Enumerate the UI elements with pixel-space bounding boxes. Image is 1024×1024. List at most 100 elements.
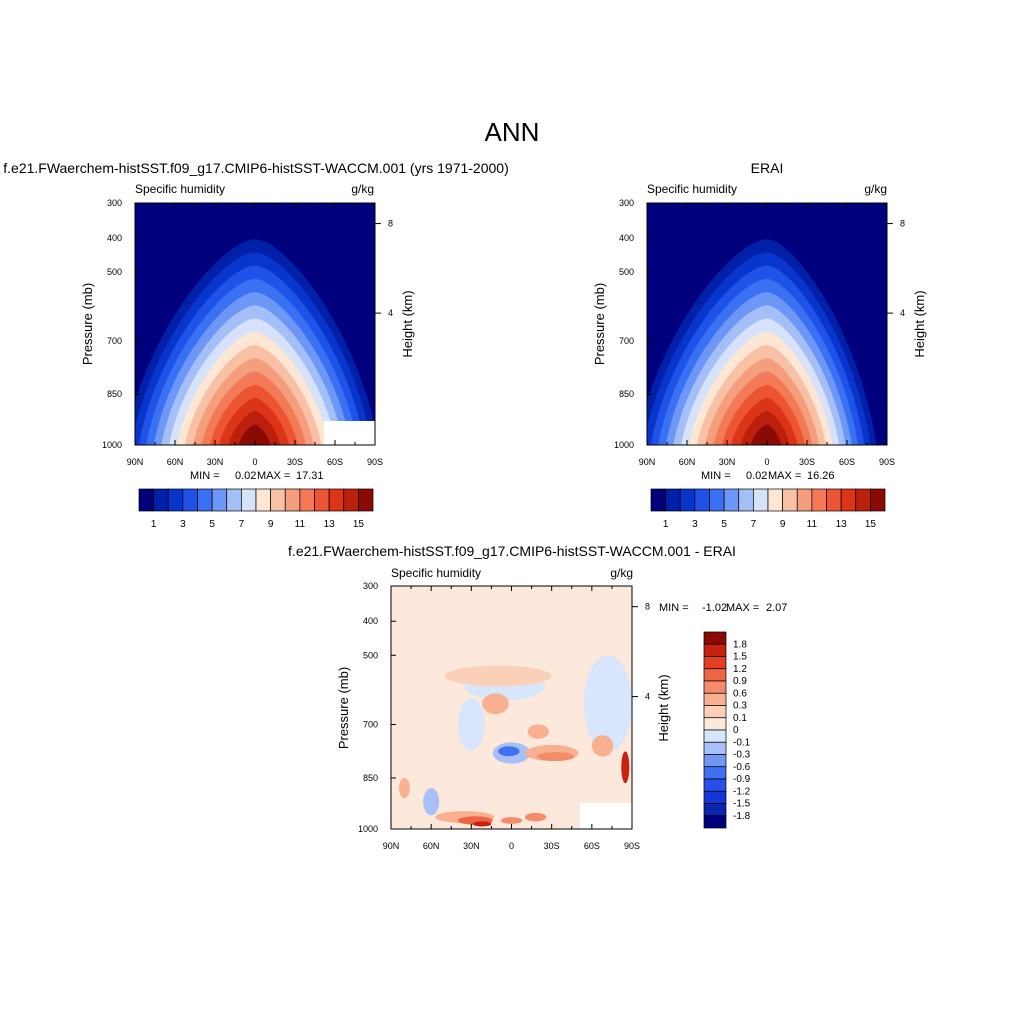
x-tick-label: 90S <box>879 457 895 467</box>
colorbar-label: 9 <box>780 519 786 530</box>
colorbar-label: 0.9 <box>733 676 747 687</box>
x-tick-label: 30N <box>463 841 480 851</box>
colorbar-swatch <box>226 488 242 512</box>
units-label: g/kg <box>351 182 374 196</box>
min-label: MIN = <box>659 602 689 614</box>
axes: 90N 60N 30N 0 30S 60S 90S 300 400 500 700 850 1000 8 4 <box>614 198 905 467</box>
x-tick-label: 60N <box>167 457 184 467</box>
y-tick-label: 300 <box>619 198 634 208</box>
y-right-tick-label: 4 <box>900 308 905 318</box>
y-tick-label: 500 <box>107 267 122 277</box>
x-tick-label: 0 <box>252 457 257 467</box>
colorbar-swatch <box>703 692 727 706</box>
colorbar: 1 3 5 7 9 11 13 15 <box>138 488 374 530</box>
colorbar: 1.81.51.20.90.60.30.10-0.1-0.3-0.6-0.9-1… <box>703 631 751 829</box>
contour-band <box>500 817 523 824</box>
colorbar-swatch <box>738 488 754 512</box>
colorbar-swatch <box>703 705 727 719</box>
colorbar-swatch <box>328 488 345 512</box>
colorbar-label: 7 <box>751 519 757 530</box>
colorbar-swatch <box>167 488 184 512</box>
colorbar-label: 0.6 <box>733 688 747 699</box>
panel-title: f.e21.FWaerchem-histSST.f09_g17.CMIP6-hi… <box>288 543 736 559</box>
colorbar-label: 5 <box>209 519 215 530</box>
colorbar-swatch <box>650 488 666 512</box>
colorbar-swatch <box>709 488 725 512</box>
axes: 90N 60N 30N 0 30S 60S 90S 300 400 500 700 850 1000 8 4 <box>358 581 650 851</box>
colorbar: 1 3 5 7 9 11 13 15 <box>650 488 886 530</box>
x-tick-label: 30N <box>207 457 224 467</box>
y-axis-label: Pressure (mb) <box>80 283 95 365</box>
colorbar-label: 11 <box>295 519 306 530</box>
colorbar-label: 13 <box>836 519 848 530</box>
colorbar-swatch <box>855 488 871 512</box>
x-tick-label: 0 <box>764 457 769 467</box>
x-tick-label: 60S <box>584 841 600 851</box>
colorbar-label: 1.5 <box>733 652 747 663</box>
y-tick-label: 400 <box>107 233 122 243</box>
colorbar-label: 9 <box>268 519 274 530</box>
contour-band <box>524 812 547 822</box>
colorbar-swatch <box>299 488 315 512</box>
variable-label: Specific humidity <box>647 182 737 196</box>
colorbar-swatch <box>255 488 271 512</box>
x-tick-label: 90S <box>624 841 640 851</box>
max-value: 2.07 <box>766 602 787 614</box>
contour-band <box>399 777 410 799</box>
colorbar-swatch <box>703 643 727 657</box>
contour-band <box>444 665 552 687</box>
panel-model: f.e21.FWaerchem-histSST.f09_g17.CMIP6-hi… <box>3 160 508 530</box>
panel-title: f.e21.FWaerchem-histSST.f09_g17.CMIP6-hi… <box>3 160 508 176</box>
min-value: 0.02 <box>746 470 767 482</box>
y-tick-label: 500 <box>363 650 378 660</box>
colorbar-label: -0.9 <box>733 774 751 785</box>
colorbar-swatch <box>679 488 696 512</box>
units-label: g/kg <box>864 182 887 196</box>
contour-band <box>482 693 509 715</box>
colorbar-swatch <box>211 488 228 512</box>
y-right-tick-label: 4 <box>645 692 650 702</box>
panel-obs: ERAI Specific humidity g/kg 90N 60N 30N 0 30… <box>592 160 927 530</box>
colorbar-swatch <box>703 815 727 829</box>
colorbar-swatch <box>703 790 727 804</box>
colorbar-label: 0.3 <box>733 701 747 712</box>
y-tick-label: 300 <box>363 581 378 591</box>
colorbar-swatch <box>343 488 359 512</box>
contour-band <box>591 735 614 757</box>
colorbar-label: 15 <box>353 519 365 530</box>
colorbar-label: -0.3 <box>733 750 751 761</box>
colorbar-swatch <box>314 488 330 512</box>
colorbar-swatch <box>703 741 727 755</box>
colorbar-label: -0.6 <box>733 762 751 773</box>
colorbar-label: 15 <box>865 519 877 530</box>
colorbar-swatch <box>694 488 710 512</box>
x-tick-label: 30N <box>719 457 736 467</box>
colorbar-label: 1 <box>663 519 669 530</box>
min-label: MIN = <box>190 470 220 482</box>
colorbar-label: 11 <box>807 519 818 530</box>
colorbar-swatch <box>182 488 198 512</box>
y-axis-right-label: Height (km) <box>912 290 927 357</box>
colorbar-label: -1.8 <box>733 811 751 822</box>
colorbar-label: -1.2 <box>733 786 751 797</box>
colorbar-swatch <box>811 488 827 512</box>
y-right-tick-label: 8 <box>900 219 905 229</box>
y-tick-label: 1000 <box>614 440 634 450</box>
y-tick-label: 1000 <box>102 440 122 450</box>
contour-band <box>472 821 492 827</box>
x-tick-label: 60S <box>839 457 855 467</box>
max-label: MAX = <box>257 470 290 482</box>
colorbar-swatch <box>767 488 783 512</box>
contour-band <box>498 746 520 757</box>
contour-field <box>135 203 375 445</box>
colorbar-swatch <box>138 488 154 512</box>
x-tick-label: 90N <box>383 841 400 851</box>
colorbar-label: 5 <box>721 519 727 530</box>
colorbar-label: -0.1 <box>733 737 751 748</box>
colorbar-label: -1.5 <box>733 799 751 810</box>
colorbar-label: 3 <box>692 519 698 530</box>
y-tick-label: 700 <box>107 336 122 346</box>
colorbar-swatch <box>241 488 257 512</box>
variable-label: Specific humidity <box>391 566 481 580</box>
